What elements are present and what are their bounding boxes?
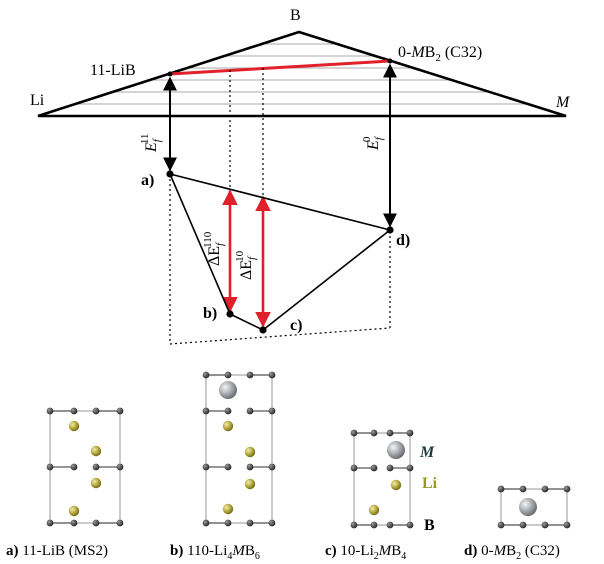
boron-atom bbox=[370, 429, 378, 437]
boron-atom bbox=[350, 521, 358, 529]
caption-d: d) 0-MB2 (C32) bbox=[464, 543, 560, 562]
hull-point-c bbox=[259, 326, 267, 334]
label-ef0: Ef0 bbox=[361, 135, 385, 151]
boron-atom bbox=[386, 429, 394, 437]
lithium-atom bbox=[222, 420, 234, 432]
phase-label-0-mb2: 0-MB2 (C32) bbox=[398, 44, 482, 64]
point-label-c: c) bbox=[290, 317, 302, 334]
boron-atom bbox=[519, 485, 527, 493]
boron-atom bbox=[563, 521, 571, 529]
lithium-atom bbox=[68, 420, 80, 432]
boron-atom bbox=[386, 521, 394, 529]
crystal-structures bbox=[46, 371, 571, 529]
hull-point-a bbox=[166, 170, 174, 178]
lithium-atom bbox=[244, 446, 256, 458]
boron-atom bbox=[92, 519, 100, 527]
lithium-atom bbox=[222, 503, 234, 515]
label-def10: ΔEf10 bbox=[234, 250, 258, 280]
boron-atom bbox=[92, 463, 100, 471]
metal-atom bbox=[519, 498, 537, 516]
boron-atom bbox=[202, 519, 210, 527]
boron-atom bbox=[116, 407, 124, 415]
composition-triangle bbox=[37, 30, 567, 118]
boron-atom bbox=[202, 407, 210, 415]
boron-atom bbox=[268, 463, 276, 471]
legend-metal: M bbox=[419, 444, 435, 461]
legend-boron: B bbox=[424, 517, 435, 534]
cell-frame bbox=[500, 488, 568, 526]
boron-atom bbox=[246, 463, 254, 471]
caption-c: c) 10-Li2MB4 bbox=[325, 543, 406, 562]
phase-label-11-lib: 11-LiB bbox=[90, 62, 136, 79]
convex-hull-lower bbox=[169, 173, 391, 331]
boron-atom bbox=[406, 521, 414, 529]
boron-atom bbox=[370, 464, 378, 472]
boron-atom bbox=[70, 463, 78, 471]
boron-atom bbox=[541, 521, 549, 529]
hull-point-b bbox=[226, 310, 234, 318]
vertex-label-li: Li bbox=[30, 92, 45, 109]
lithium-atom bbox=[390, 479, 402, 491]
caption-b: b) 110-Li4MB6 bbox=[170, 543, 260, 562]
boron-atom bbox=[246, 519, 254, 527]
hull-point-d bbox=[386, 226, 394, 234]
cell-frame bbox=[353, 432, 411, 526]
boron-atom bbox=[268, 407, 276, 415]
boron-atom bbox=[497, 521, 505, 529]
label-ef11: Ef11 bbox=[139, 134, 163, 153]
lithium-atom bbox=[68, 505, 80, 517]
metal-atom bbox=[387, 441, 405, 459]
boron-atom bbox=[224, 407, 232, 415]
boron-atom bbox=[541, 485, 549, 493]
boron-atom bbox=[224, 371, 232, 379]
boron-atom bbox=[70, 519, 78, 527]
boron-atom bbox=[116, 519, 124, 527]
metal-atom bbox=[219, 381, 237, 399]
boron-atom bbox=[70, 407, 78, 415]
boron-atom bbox=[92, 407, 100, 415]
boron-atom bbox=[224, 519, 232, 527]
boron-atom bbox=[406, 429, 414, 437]
boron-atom bbox=[268, 371, 276, 379]
boron-atom bbox=[224, 463, 232, 471]
boron-atom bbox=[406, 464, 414, 472]
boron-atom bbox=[386, 464, 394, 472]
boron-atom bbox=[350, 429, 358, 437]
caption-a: a) 11-LiB (MS2) bbox=[6, 543, 108, 559]
vertex-label-b: B bbox=[290, 7, 301, 24]
legend-lithium: Li bbox=[422, 475, 438, 492]
boron-atom bbox=[46, 519, 54, 527]
convex-hull-upper bbox=[169, 173, 391, 231]
point-label-a: a) bbox=[141, 172, 154, 189]
cell-frame bbox=[205, 374, 273, 524]
lithium-atom bbox=[90, 445, 102, 457]
lithium-atom bbox=[244, 478, 256, 490]
lithium-atom bbox=[90, 477, 102, 489]
boron-atom bbox=[246, 371, 254, 379]
point-label-d: d) bbox=[396, 232, 410, 249]
lithium-atom bbox=[368, 504, 380, 516]
boron-atom bbox=[116, 463, 124, 471]
boron-atom bbox=[202, 463, 210, 471]
boron-atom bbox=[46, 407, 54, 415]
tie-line bbox=[169, 59, 391, 76]
point-label-b: b) bbox=[203, 305, 217, 322]
boron-atom bbox=[246, 407, 254, 415]
boron-atom bbox=[563, 485, 571, 493]
boron-atom bbox=[497, 485, 505, 493]
label-def110: ΔEf110 bbox=[202, 231, 226, 266]
boron-atom bbox=[370, 521, 378, 529]
boron-atom bbox=[519, 521, 527, 529]
vertex-label-m: M bbox=[555, 94, 571, 111]
base-dotted-line bbox=[169, 327, 391, 345]
boron-atom bbox=[350, 464, 358, 472]
boron-atom bbox=[46, 463, 54, 471]
boron-atom bbox=[202, 371, 210, 379]
boron-atom bbox=[268, 519, 276, 527]
